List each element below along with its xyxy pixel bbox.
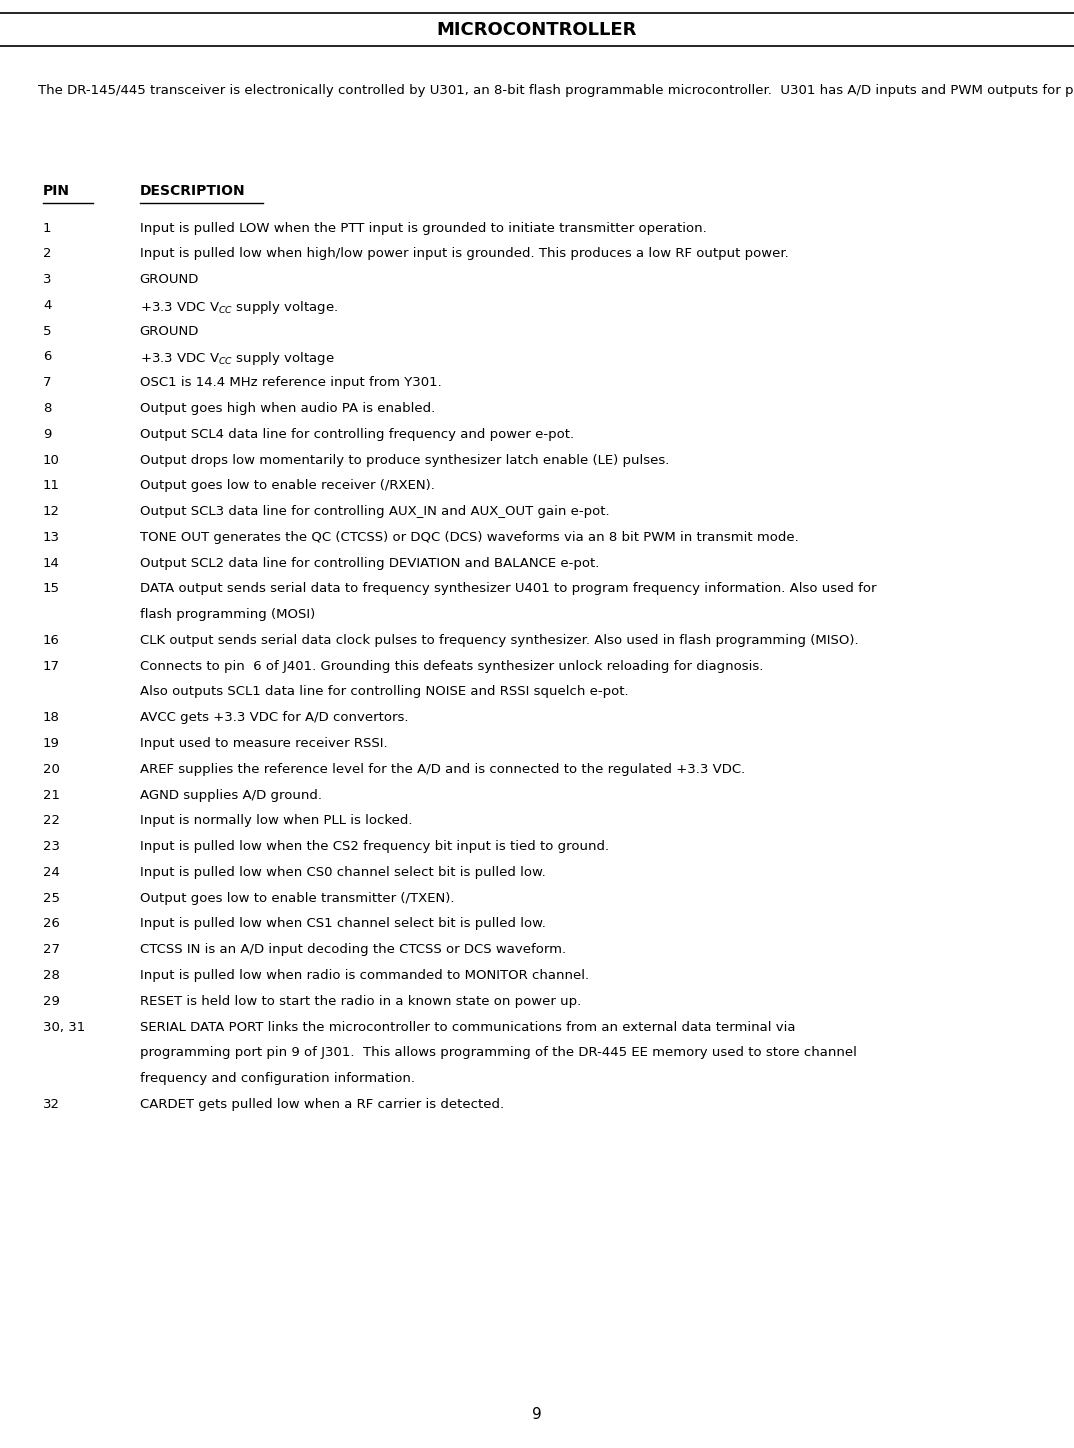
Text: 17: 17	[43, 660, 60, 673]
Text: DATA output sends serial data to frequency synthesizer U401 to program frequency: DATA output sends serial data to frequen…	[140, 582, 876, 595]
Text: CARDET gets pulled low when a RF carrier is detected.: CARDET gets pulled low when a RF carrier…	[140, 1098, 504, 1111]
Text: Output SCL4 data line for controlling frequency and power e-pot.: Output SCL4 data line for controlling fr…	[140, 427, 574, 440]
Text: AGND supplies A/D ground.: AGND supplies A/D ground.	[140, 789, 321, 802]
Text: 21: 21	[43, 789, 60, 802]
Text: 27: 27	[43, 943, 60, 956]
Text: 16: 16	[43, 634, 60, 647]
Text: 1: 1	[43, 222, 52, 235]
Text: 10: 10	[43, 453, 60, 466]
Text: flash programming (MOSI): flash programming (MOSI)	[140, 608, 315, 621]
Text: Output goes high when audio PA is enabled.: Output goes high when audio PA is enable…	[140, 403, 435, 416]
Text: 9: 9	[43, 427, 52, 440]
Text: Input is pulled low when CS1 channel select bit is pulled low.: Input is pulled low when CS1 channel sel…	[140, 918, 546, 931]
Text: 30, 31: 30, 31	[43, 1021, 85, 1034]
Text: 29: 29	[43, 995, 60, 1008]
Text: SERIAL DATA PORT links the microcontroller to communications from an external da: SERIAL DATA PORT links the microcontroll…	[140, 1021, 795, 1034]
Text: MICROCONTROLLER: MICROCONTROLLER	[437, 20, 637, 39]
Text: AVCC gets +3.3 VDC for A/D convertors.: AVCC gets +3.3 VDC for A/D convertors.	[140, 711, 408, 724]
Text: 5: 5	[43, 324, 52, 337]
Text: AREF supplies the reference level for the A/D and is connected to the regulated : AREF supplies the reference level for th…	[140, 763, 745, 776]
Text: 18: 18	[43, 711, 60, 724]
Text: 15: 15	[43, 582, 60, 595]
Text: Connects to pin  6 of J401. Grounding this defeats synthesizer unlock reloading : Connects to pin 6 of J401. Grounding thi…	[140, 660, 763, 673]
Text: Also outputs SCL1 data line for controlling NOISE and RSSI squelch e-pot.: Also outputs SCL1 data line for controll…	[140, 685, 628, 698]
Text: 11: 11	[43, 479, 60, 492]
Text: 20: 20	[43, 763, 60, 776]
Text: 23: 23	[43, 840, 60, 853]
Text: CLK output sends serial data clock pulses to frequency synthesizer. Also used in: CLK output sends serial data clock pulse…	[140, 634, 858, 647]
Text: Output drops low momentarily to produce synthesizer latch enable (LE) pulses.: Output drops low momentarily to produce …	[140, 453, 669, 466]
Text: 9: 9	[532, 1407, 542, 1422]
Text: 2: 2	[43, 248, 52, 261]
Text: RESET is held low to start the radio in a known state on power up.: RESET is held low to start the radio in …	[140, 995, 581, 1008]
Text: PIN: PIN	[43, 184, 70, 198]
Text: GROUND: GROUND	[140, 274, 199, 287]
Text: 13: 13	[43, 531, 60, 544]
Text: Output SCL2 data line for controlling DEVIATION and BALANCE e-pot.: Output SCL2 data line for controlling DE…	[140, 556, 599, 569]
Text: GROUND: GROUND	[140, 324, 199, 337]
Text: programming port pin 9 of J301.  This allows programming of the DR-445 EE memory: programming port pin 9 of J301. This all…	[140, 1047, 856, 1060]
Text: +3.3 VDC V$_{CC}$ supply voltage.: +3.3 VDC V$_{CC}$ supply voltage.	[140, 298, 337, 316]
Text: 24: 24	[43, 866, 60, 879]
Text: 7: 7	[43, 376, 52, 390]
Text: Input is pulled low when CS0 channel select bit is pulled low.: Input is pulled low when CS0 channel sel…	[140, 866, 546, 879]
Text: 4: 4	[43, 298, 52, 311]
Text: Input is pulled low when the CS2 frequency bit input is tied to ground.: Input is pulled low when the CS2 frequen…	[140, 840, 609, 853]
Text: +3.3 VDC V$_{CC}$ supply voltage: +3.3 VDC V$_{CC}$ supply voltage	[140, 350, 334, 368]
Text: Output SCL3 data line for controlling AUX_IN and AUX_OUT gain e-pot.: Output SCL3 data line for controlling AU…	[140, 505, 609, 518]
Text: Input is pulled low when high/low power input is grounded. This produces a low R: Input is pulled low when high/low power …	[140, 248, 788, 261]
Text: 6: 6	[43, 350, 52, 363]
Text: 19: 19	[43, 737, 60, 750]
Text: 25: 25	[43, 892, 60, 905]
Text: Input is pulled low when radio is commanded to MONITOR channel.: Input is pulled low when radio is comman…	[140, 969, 589, 982]
Text: Input is normally low when PLL is locked.: Input is normally low when PLL is locked…	[140, 814, 412, 827]
Text: Output goes low to enable receiver (/RXEN).: Output goes low to enable receiver (/RXE…	[140, 479, 435, 492]
Text: 22: 22	[43, 814, 60, 827]
Text: TONE OUT generates the QC (CTCSS) or DQC (DCS) waveforms via an 8 bit PWM in tra: TONE OUT generates the QC (CTCSS) or DQC…	[140, 531, 798, 544]
Text: 8: 8	[43, 403, 52, 416]
Text: Input is pulled LOW when the PTT input is grounded to initiate transmitter opera: Input is pulled LOW when the PTT input i…	[140, 222, 707, 235]
Text: OSC1 is 14.4 MHz reference input from Y301.: OSC1 is 14.4 MHz reference input from Y3…	[140, 376, 441, 390]
Text: 14: 14	[43, 556, 60, 569]
Text: Input used to measure receiver RSSI.: Input used to measure receiver RSSI.	[140, 737, 388, 750]
Text: DESCRIPTION: DESCRIPTION	[140, 184, 245, 198]
Text: 28: 28	[43, 969, 60, 982]
Text: frequency and configuration information.: frequency and configuration information.	[140, 1072, 415, 1085]
Text: CTCSS IN is an A/D input decoding the CTCSS or DCS waveform.: CTCSS IN is an A/D input decoding the CT…	[140, 943, 566, 956]
Text: 26: 26	[43, 918, 60, 931]
Text: 12: 12	[43, 505, 60, 518]
Text: Output goes low to enable transmitter (/TXEN).: Output goes low to enable transmitter (/…	[140, 892, 454, 905]
Text: 32: 32	[43, 1098, 60, 1111]
Text: The DR-145/445 transceiver is electronically controlled by U301, an 8-bit flash : The DR-145/445 transceiver is electronic…	[21, 84, 1074, 97]
Text: 3: 3	[43, 274, 52, 287]
